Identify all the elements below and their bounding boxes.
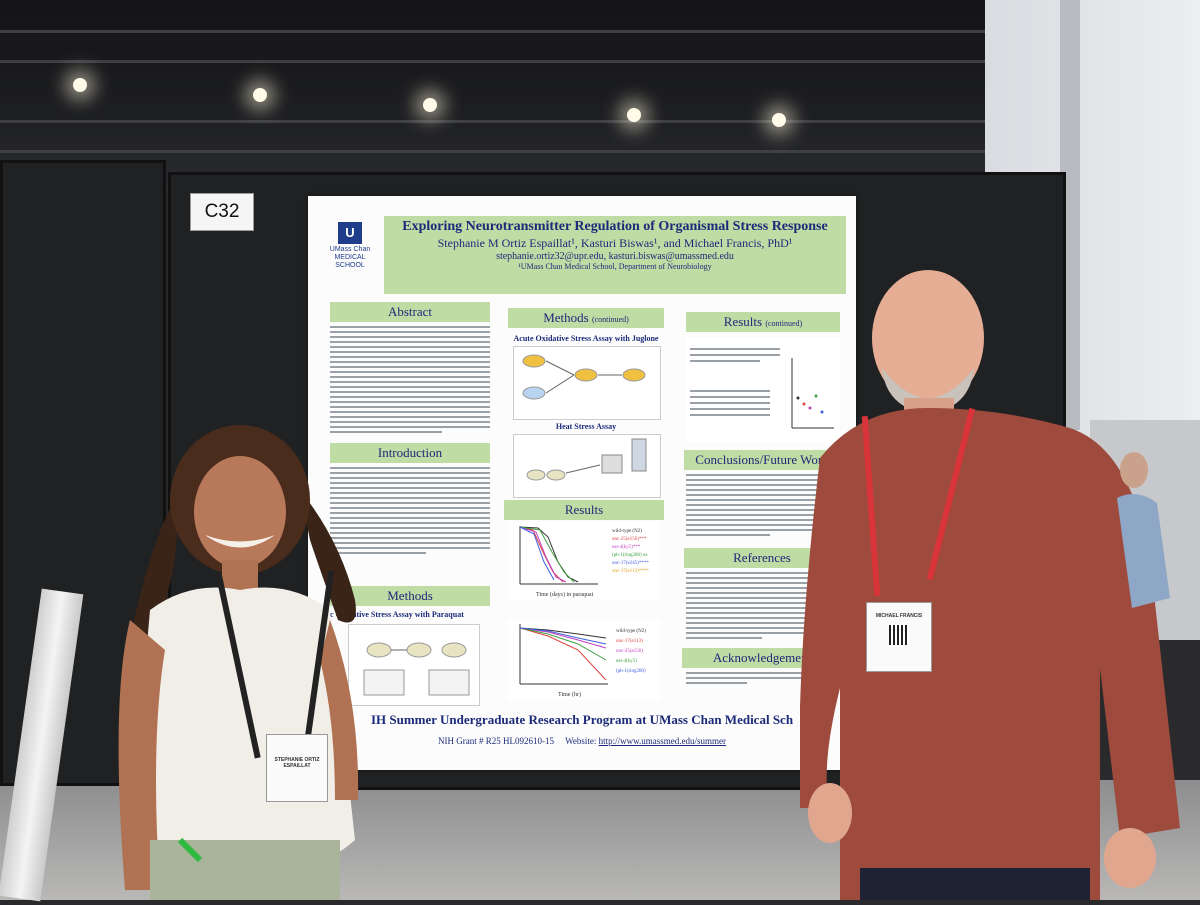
badge-mentor-name: MICHAEL FRANCIS <box>875 613 923 619</box>
graph2-legend-2: unc-17(e113) <box>616 639 643 644</box>
background-attendee <box>1112 448 1172 628</box>
poster-authors: Stephanie M Ortiz Espaillat¹, Kasturi Bi… <box>437 236 793 250</box>
graph1-legend-1: wild-type (N2) <box>612 529 642 534</box>
ceiling-light <box>253 88 267 102</box>
badge-student-name: STEPHANIE ORTIZ ESPAILLAT <box>274 757 320 769</box>
graph2-legend-5: (ph-1(ring280) <box>616 669 646 674</box>
survival-graph-paraquat: Time (days) in paraquat wild-type (N2) u… <box>508 522 660 600</box>
person-student-figure <box>118 425 359 900</box>
website-label: Website: <box>565 736 597 746</box>
heat-results-figure <box>686 338 840 442</box>
poster-emails: stephanie.ortiz32@upr.edu, kasturi.biswa… <box>496 251 734 262</box>
person-student: STEPHANIE ORTIZ ESPAILLAT <box>110 420 370 900</box>
introduction-text <box>330 467 490 559</box>
graph1-legend-6: unc-17(e113)**** <box>612 569 649 574</box>
ceiling-truss <box>0 150 990 153</box>
person-mentor-figure <box>799 270 1180 900</box>
methods-continued-label: Methods <box>543 310 589 325</box>
ceiling-truss <box>0 30 990 33</box>
paraquat-diagram <box>348 624 480 706</box>
results-continued-label: Results <box>723 314 763 329</box>
section-references: References <box>684 548 840 568</box>
graph1-legend-4: (ph-1(ring280) ns <box>612 553 647 558</box>
acknowledgement-text <box>686 672 838 702</box>
ceiling-light <box>772 113 786 127</box>
section-results: Results <box>504 500 664 520</box>
website-url: http://www.umassmed.edu/summer <box>598 736 727 746</box>
results-continued-tag: (continued) <box>765 319 803 328</box>
graph1-legend-5: unc-17(e245)**** <box>612 561 649 566</box>
grant-number: NIH Grant # R25 HL092610-15 <box>437 736 554 746</box>
paraquat-diagram-art <box>363 642 470 696</box>
poster-header: Exploring Neurotransmitter Regulation of… <box>384 216 846 294</box>
university-logo: U UMass Chan MEDICAL SCHOOL <box>320 222 380 270</box>
graph1-xlabel: Time (days) in paraquat <box>536 591 594 598</box>
graph2-legend-4: eat-4(ky5) <box>616 659 637 664</box>
ceiling-light <box>423 98 437 112</box>
poster-affiliation: ¹UMass Chan Medical School, Department o… <box>518 262 712 271</box>
section-methods-continued: Methods (continued) <box>508 308 664 328</box>
section-introduction: Introduction <box>330 443 490 463</box>
heat-diagram-art <box>526 438 647 481</box>
name-badge-mentor: MICHAEL FRANCIS <box>866 602 932 672</box>
section-abstract: Abstract <box>330 302 490 322</box>
booth-label: C32 <box>190 193 254 231</box>
graph2-legend-1: wild-type (N2) <box>616 629 646 634</box>
graph2-legend-3: unc-25(e156) <box>616 649 643 654</box>
logo-mark: U <box>338 222 362 244</box>
research-poster: U UMass Chan MEDICAL SCHOOL Exploring Ne… <box>308 196 856 770</box>
survival-graph-paraquat-art: Time (days) in paraquat wild-type (N2) u… <box>519 526 649 598</box>
logo-name: UMass Chan <box>329 246 371 253</box>
ceiling-light <box>73 78 87 92</box>
background-attendee-figure <box>1117 452 1170 608</box>
poster-title: Exploring Neurotransmitter Regulation of… <box>402 219 828 234</box>
juglone-figure-title: Acute Oxidative Stress Assay with Juglon… <box>513 334 659 343</box>
ceiling-truss <box>0 120 990 123</box>
graph1-legend-3: eat-4(ky5)*** <box>612 545 641 550</box>
heat-diagram <box>513 434 661 498</box>
references-text <box>686 572 838 644</box>
person-mentor: MICHAEL FRANCIS <box>799 268 1190 900</box>
section-conclusions: Conclusions/Future Work <box>684 450 840 470</box>
section-results-continued: Results (continued) <box>686 312 840 332</box>
badge-qr-code <box>889 625 909 645</box>
survival-graph-juglone-art: Time (hr) wild-type (N2) unc-17(e113) un… <box>519 624 646 698</box>
abstract-text <box>330 326 490 436</box>
heat-figure-title: Heat Stress Assay <box>555 422 617 431</box>
heat-results-figure-art <box>690 348 834 429</box>
logo-subtitle: MEDICAL SCHOOL <box>334 254 366 269</box>
ceiling-light <box>627 108 641 122</box>
graph1-legend-2: unc-25(e156)*** <box>612 537 647 542</box>
paraquat-figure-title: c Oxidative Stress Assay with Paraquat <box>330 610 464 619</box>
juglone-diagram <box>513 346 661 420</box>
section-methods: Methods <box>330 586 490 606</box>
name-badge-student: STEPHANIE ORTIZ ESPAILLAT <box>266 734 328 802</box>
poster-grant-line: NIH Grant # R25 HL092610-15 Website: htt… <box>308 736 856 746</box>
methods-continued-tag: (continued) <box>591 315 629 324</box>
juglone-diagram-art <box>522 354 646 400</box>
ceiling-truss <box>0 60 990 63</box>
conclusions-text <box>686 474 838 542</box>
poster-footer: IH Summer Undergraduate Research Program… <box>370 712 794 727</box>
graph2-xlabel: Time (hr) <box>558 691 581 698</box>
survival-graph-juglone: Time (hr) wild-type (N2) unc-17(e113) un… <box>508 620 660 700</box>
